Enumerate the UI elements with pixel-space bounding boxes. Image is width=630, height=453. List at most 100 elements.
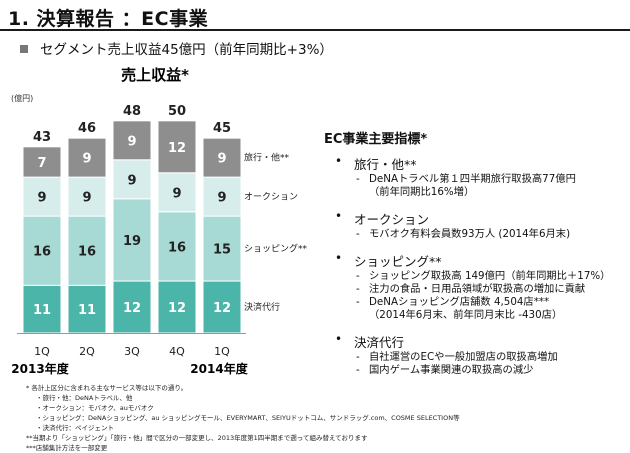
bar-segment bbox=[157, 172, 197, 213]
bar-value-label: 11 bbox=[78, 303, 96, 318]
bar-value-label: 16 bbox=[33, 245, 51, 260]
kpi-item-subtext: （前年同期比16%増） bbox=[369, 186, 475, 198]
footnote-line: ・旅行・他：DeNAトラベル、他 bbox=[36, 394, 133, 402]
bar-total-label: 46 bbox=[78, 121, 96, 136]
bar-value-label: 11 bbox=[33, 303, 51, 318]
bar-value-label: 16 bbox=[168, 240, 186, 255]
dash-icon: - bbox=[356, 351, 360, 363]
bar-segment bbox=[202, 137, 242, 178]
bar-value-label: 12 bbox=[168, 141, 186, 156]
bar-value-label: 9 bbox=[127, 173, 136, 188]
footnote-line: **当期より「ショッピング」「旅行・他」間で区分の一部変更し、2013年度第1四… bbox=[26, 434, 368, 442]
bar-value-label: 15 bbox=[213, 243, 231, 258]
fiscal-year-label: 2014年度 bbox=[190, 361, 248, 376]
kpi-category-label: ショッピング** bbox=[354, 254, 442, 269]
bar-segment bbox=[112, 198, 152, 282]
kpi-category-label: オークション bbox=[354, 212, 430, 227]
bar-value-label: 9 bbox=[37, 191, 46, 206]
subtitle-text: セグメント売上収益45億円（前年同期比+3%） bbox=[40, 42, 333, 58]
kpi-category: • ショッピング** bbox=[324, 251, 624, 270]
kpi-item: - モバオク有料会員数93万人 (2014年6月末) bbox=[324, 228, 624, 241]
title-divider bbox=[0, 29, 630, 31]
footnote-line: * 各計上区分に含まれる主なサービス等は以下の通り。 bbox=[26, 384, 188, 392]
dash-icon: - bbox=[356, 173, 360, 185]
bar-total-label: 45 bbox=[213, 121, 231, 136]
bar-segment bbox=[67, 176, 107, 217]
kpi-item: - 自社運営のECや一般加盟店の取扱高増加 bbox=[324, 351, 624, 364]
kpi-item-subtext: （2014年6月末、前年同月末比 -430店） bbox=[369, 309, 563, 321]
bar-value-label: 12 bbox=[123, 301, 141, 316]
bar-segment bbox=[22, 215, 62, 286]
bar-value-label: 9 bbox=[172, 186, 181, 201]
bar-value-label: 9 bbox=[82, 152, 91, 167]
bar-segment bbox=[202, 215, 242, 282]
legend-label: 決済代行 bbox=[244, 301, 280, 313]
bar-value-label: 9 bbox=[82, 191, 91, 206]
bullet-dot-icon: • bbox=[335, 154, 343, 168]
footnote-line: ・ショッピング：DeNAショッピング、au ショッピングモール、EVERYMAR… bbox=[36, 414, 460, 422]
bar-total-label: 48 bbox=[123, 104, 141, 119]
bar-value-label: 16 bbox=[78, 245, 96, 260]
bar-total-label: 50 bbox=[168, 104, 186, 119]
dash-icon: - bbox=[356, 364, 360, 376]
legend-label: 旅行・他** bbox=[244, 152, 290, 164]
dash-icon: - bbox=[356, 228, 360, 240]
bar-segment bbox=[202, 280, 242, 334]
kpi-item: - DeNAショッピング店舗数 4,504店*** bbox=[324, 296, 624, 309]
kpi-item-text: 自社運営のECや一般加盟店の取扱高増加 bbox=[369, 351, 558, 363]
x-tick-label: 1Q bbox=[34, 345, 50, 358]
x-tick-label: 4Q bbox=[169, 345, 185, 358]
dash-icon: - bbox=[356, 283, 360, 295]
bar-value-label: 19 bbox=[123, 234, 141, 249]
x-tick-label: 1Q bbox=[214, 345, 230, 358]
chart-title: 売上収益* bbox=[121, 66, 189, 84]
kpi-item-text: 国内ゲーム事業関連の取扱高の減少 bbox=[369, 364, 534, 376]
kpi-item: - 注力の食品・日用品領域が取扱高の増加に貢献 bbox=[324, 283, 624, 296]
x-tick-label: 3Q bbox=[124, 345, 140, 358]
page-title: 1. 決算報告 ：EC事業 bbox=[8, 8, 209, 30]
footnote-line: ・オークション：モバオク、auモバオク bbox=[36, 404, 154, 412]
kpi-category: • オークション bbox=[324, 209, 624, 228]
kpi-item: - DeNAトラベル第１四半期旅行取扱高77億円 bbox=[324, 173, 624, 186]
bullet-dot-icon: • bbox=[335, 332, 343, 346]
kpi-category: • 旅行・他** bbox=[324, 154, 624, 173]
x-tick-label: 2Q bbox=[79, 345, 95, 358]
page-subtitle: セグメント売上収益45億円（前年同期比+3%） bbox=[20, 38, 333, 58]
bar-segment bbox=[22, 146, 62, 178]
bullet-dot-icon: • bbox=[335, 251, 343, 265]
bar-value-label: 12 bbox=[213, 301, 231, 316]
kpi-item-text: 注力の食品・日用品領域が取扱高の増加に貢献 bbox=[369, 283, 586, 295]
bar-segment bbox=[157, 211, 197, 282]
bar-value-label: 12 bbox=[168, 301, 186, 316]
bar-segment bbox=[67, 215, 107, 286]
kpi-title: EC事業主要指標* bbox=[324, 132, 428, 147]
bar-segment bbox=[67, 137, 107, 178]
kpi-category: • 決済代行 bbox=[324, 332, 624, 351]
kpi-item: - 国内ゲーム事業関連の取扱高の減少 bbox=[324, 364, 624, 377]
bar-value-label: 9 bbox=[217, 191, 226, 206]
bar-segment bbox=[112, 120, 152, 161]
kpi-item-text: ショッピング取扱高 149億円（前年同期比＋17%） bbox=[369, 270, 611, 282]
kpi-item: - ショッピング取扱高 149億円（前年同期比＋17%） bbox=[324, 270, 624, 283]
kpi-item-text: モバオク有料会員数93万人 (2014年6月末) bbox=[369, 228, 571, 240]
bar-value-label: 9 bbox=[127, 134, 136, 149]
kpi-item-text: DeNAトラベル第１四半期旅行取扱高77億円 bbox=[369, 173, 576, 185]
bullet-square-icon bbox=[20, 45, 28, 53]
kpi-category-label: 旅行・他** bbox=[354, 157, 417, 172]
bar-segment bbox=[202, 176, 242, 217]
footnote-line: ・決済代行：ペイジェント bbox=[36, 424, 114, 432]
legend-label: オークション bbox=[244, 192, 298, 203]
legend-label: ショッピング** bbox=[244, 243, 308, 255]
bar-value-label: 9 bbox=[217, 152, 226, 167]
unit-label: (億円) bbox=[11, 93, 33, 103]
dash-icon: - bbox=[356, 270, 360, 282]
bar-segment bbox=[157, 120, 197, 174]
kpi-sections: • 旅行・他** - DeNAトラベル第１四半期旅行取扱高77億円 （前年同期比16%増… bbox=[324, 154, 624, 377]
fiscal-year-label: 2013年度 bbox=[11, 361, 69, 376]
bar-value-label: 7 bbox=[37, 156, 46, 171]
footnote-line: ***店舗集計方法を一部変更 bbox=[26, 444, 108, 452]
kpi-category-label: 決済代行 bbox=[354, 335, 405, 350]
kpi-item-text: DeNAショッピング店舗数 4,504店*** bbox=[369, 296, 550, 308]
bar-segment bbox=[112, 280, 152, 334]
